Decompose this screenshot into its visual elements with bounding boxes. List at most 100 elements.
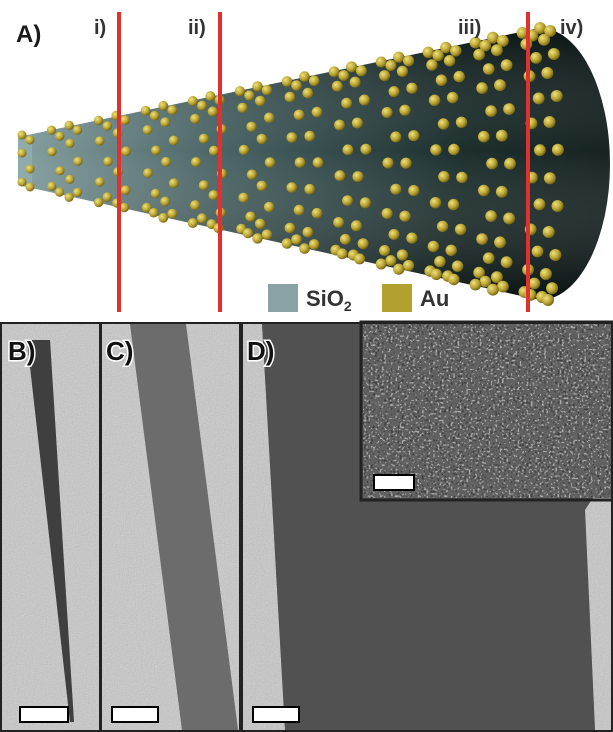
nanoparticle: [501, 59, 513, 71]
nanoparticle: [243, 228, 253, 238]
nanoparticle: [352, 171, 363, 182]
nanoparticle: [428, 241, 439, 252]
panel-label: A): [16, 21, 41, 48]
nanoparticle: [255, 96, 265, 106]
nanoparticle: [47, 182, 56, 191]
nanoparticle: [94, 116, 103, 125]
nanoparticle: [456, 117, 467, 128]
nanoparticle: [360, 144, 371, 155]
nanoparticle: [478, 185, 490, 197]
nanoparticle: [341, 98, 352, 109]
nanoparticle: [255, 219, 265, 229]
nanoparticle: [333, 217, 344, 228]
nanoparticle: [534, 22, 546, 34]
legend-subscript: 2: [344, 298, 352, 314]
nanoparticle: [406, 233, 417, 244]
nanoparticle: [73, 157, 82, 166]
nanoparticle: [538, 34, 550, 46]
nanoparticle: [476, 82, 488, 94]
nanoparticle: [158, 101, 168, 111]
nanoparticle: [291, 80, 302, 91]
nanoparticle: [385, 60, 396, 71]
nanoparticle: [487, 284, 499, 296]
nanoparticle: [246, 122, 256, 132]
nanoparticle: [252, 233, 262, 243]
nanoparticle: [26, 165, 35, 174]
nanoparticle: [436, 75, 447, 86]
scale-bar: [112, 707, 158, 722]
nanoparticle: [257, 181, 267, 191]
nanoparticle: [73, 126, 82, 135]
scale-bar: [374, 475, 414, 490]
nanoparticle: [399, 211, 410, 222]
nanoparticle: [540, 268, 552, 280]
nanoparticle: [393, 264, 404, 275]
nanoparticle: [197, 213, 207, 223]
nanoparticle: [551, 90, 563, 102]
nanoparticle: [18, 178, 27, 187]
nanoparticle: [438, 171, 449, 182]
section-label: iv): [560, 17, 583, 39]
micrograph-inset: [361, 322, 613, 500]
nanoparticle: [143, 168, 153, 178]
nanoparticle: [399, 105, 410, 116]
nanoparticle: [151, 189, 161, 199]
nanoparticle: [208, 107, 218, 117]
nanoparticle: [209, 190, 219, 200]
nanoparticle: [245, 212, 255, 222]
nanoparticle: [294, 205, 305, 216]
nanoparticle: [379, 70, 390, 81]
nanoparticle: [343, 144, 354, 155]
nanoparticle: [299, 71, 310, 82]
nanoparticle: [350, 77, 361, 88]
nanoparticle: [403, 55, 414, 66]
nanoparticle: [352, 118, 363, 129]
nanoparticle: [485, 105, 497, 117]
nanoparticle: [359, 95, 370, 106]
nanoparticle: [337, 248, 348, 259]
nanoparticle: [448, 199, 459, 210]
nanoparticle: [501, 256, 513, 268]
nanoparticle: [486, 158, 498, 170]
nanoparticle: [382, 107, 393, 118]
nanoparticle: [18, 149, 27, 158]
nanoparticle: [487, 32, 499, 44]
nanoparticle: [450, 45, 461, 56]
nanoparticle: [496, 186, 508, 198]
nanoparticle: [291, 234, 302, 245]
nanoparticle: [438, 118, 449, 129]
nanoparticle: [397, 66, 408, 77]
nanoparticle: [552, 200, 564, 212]
nanoparticle: [379, 245, 390, 256]
nanoparticle: [73, 188, 82, 197]
nanoparticle: [149, 208, 159, 218]
nanoparticle: [542, 294, 554, 306]
nanoparticle: [437, 221, 448, 232]
nanoparticle: [494, 79, 506, 91]
nanoparticle: [338, 70, 349, 81]
nanoparticle: [285, 92, 296, 103]
nanoparticle: [190, 114, 200, 124]
nanoparticle: [329, 66, 340, 77]
nanoparticle: [161, 157, 171, 167]
nanoparticle: [313, 157, 324, 168]
nanoparticle: [456, 172, 467, 183]
nanoparticle: [304, 184, 315, 195]
nanoparticle: [497, 281, 509, 293]
nanoparticle: [452, 261, 463, 272]
nanoparticle: [103, 157, 112, 166]
nanoparticle: [389, 229, 400, 240]
nanoparticle: [312, 208, 323, 219]
micrograph-c: [102, 324, 239, 730]
nanoparticle: [470, 279, 482, 291]
nanoparticle: [430, 197, 441, 208]
nanoparticle: [257, 134, 267, 144]
nanoparticle: [390, 131, 401, 142]
nanoparticle: [121, 147, 131, 157]
nanoparticle: [65, 121, 74, 130]
nanoparticle: [55, 132, 64, 141]
nanoparticle: [429, 95, 440, 106]
nanoparticle: [169, 178, 179, 188]
nanoparticle: [351, 220, 362, 231]
nanoparticle: [303, 227, 314, 238]
